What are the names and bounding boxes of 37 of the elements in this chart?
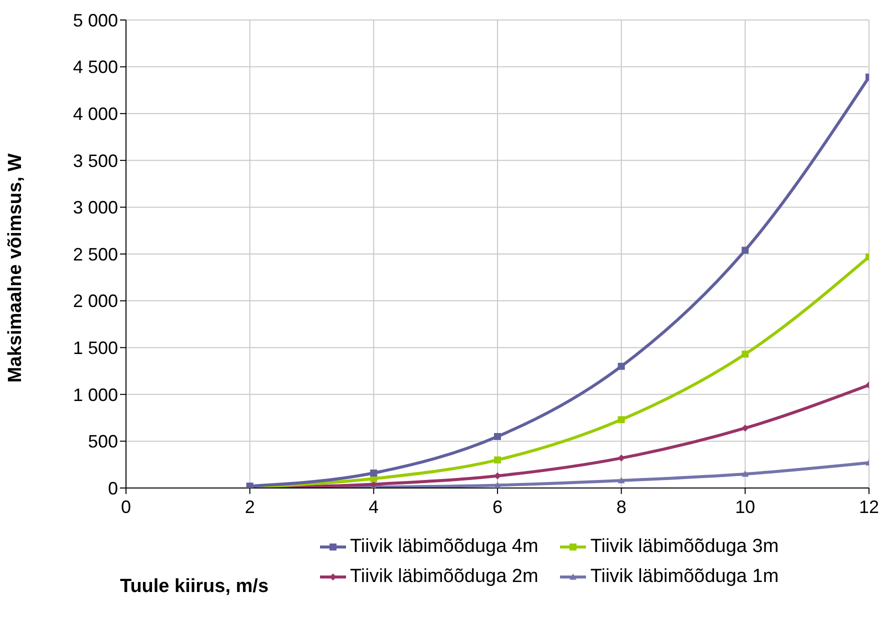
- y-tick-label: 5 000: [72, 10, 118, 30]
- point: [494, 456, 501, 464]
- y-tick-label: 3 000: [72, 198, 118, 218]
- point: [742, 424, 749, 432]
- x-tick-label: 2: [244, 496, 255, 517]
- y-tick-label: 4 000: [72, 104, 118, 124]
- point: [742, 246, 749, 254]
- legend-label: Tiivik läbimõõduga 1m: [590, 566, 779, 588]
- x-tick-label: 0: [120, 496, 132, 517]
- x-tick-label: 10: [735, 496, 756, 517]
- y-tick-label: 2 000: [72, 291, 118, 312]
- point: [742, 350, 749, 358]
- x-axis-title: Tuule kiirus, m/s: [120, 576, 269, 598]
- x-tick-label: 6: [492, 496, 503, 517]
- point: [494, 472, 501, 480]
- y-tick-label: 2 500: [72, 244, 118, 264]
- point: [618, 477, 625, 484]
- point: [370, 470, 378, 477]
- y-tick-label: 500: [88, 432, 118, 452]
- x-tick-label: 12: [858, 496, 880, 517]
- y-tick-label: 1 000: [72, 384, 118, 405]
- x-tick-label: 8: [616, 496, 626, 517]
- y-tick-label: 0: [108, 478, 118, 498]
- y-axis-title: Maksimaalne võimsus, W: [5, 153, 27, 383]
- point: [618, 416, 625, 424]
- point: [494, 482, 501, 488]
- y-tick-label: 4 500: [72, 57, 118, 78]
- legend-label: Tiivik läbimõõduga 3m: [590, 536, 779, 558]
- point: [494, 433, 501, 440]
- legend-label: Tiivik läbimõõduga 2m: [350, 566, 538, 588]
- x-tick-label: 4: [368, 496, 379, 517]
- y-tick-label: 3 500: [72, 150, 118, 171]
- point: [742, 470, 749, 477]
- y-tick-label: 1 500: [72, 338, 118, 358]
- point: [618, 362, 625, 370]
- legend-label: Tiivik läbimõõduga 4m: [350, 536, 538, 558]
- point: [618, 454, 625, 462]
